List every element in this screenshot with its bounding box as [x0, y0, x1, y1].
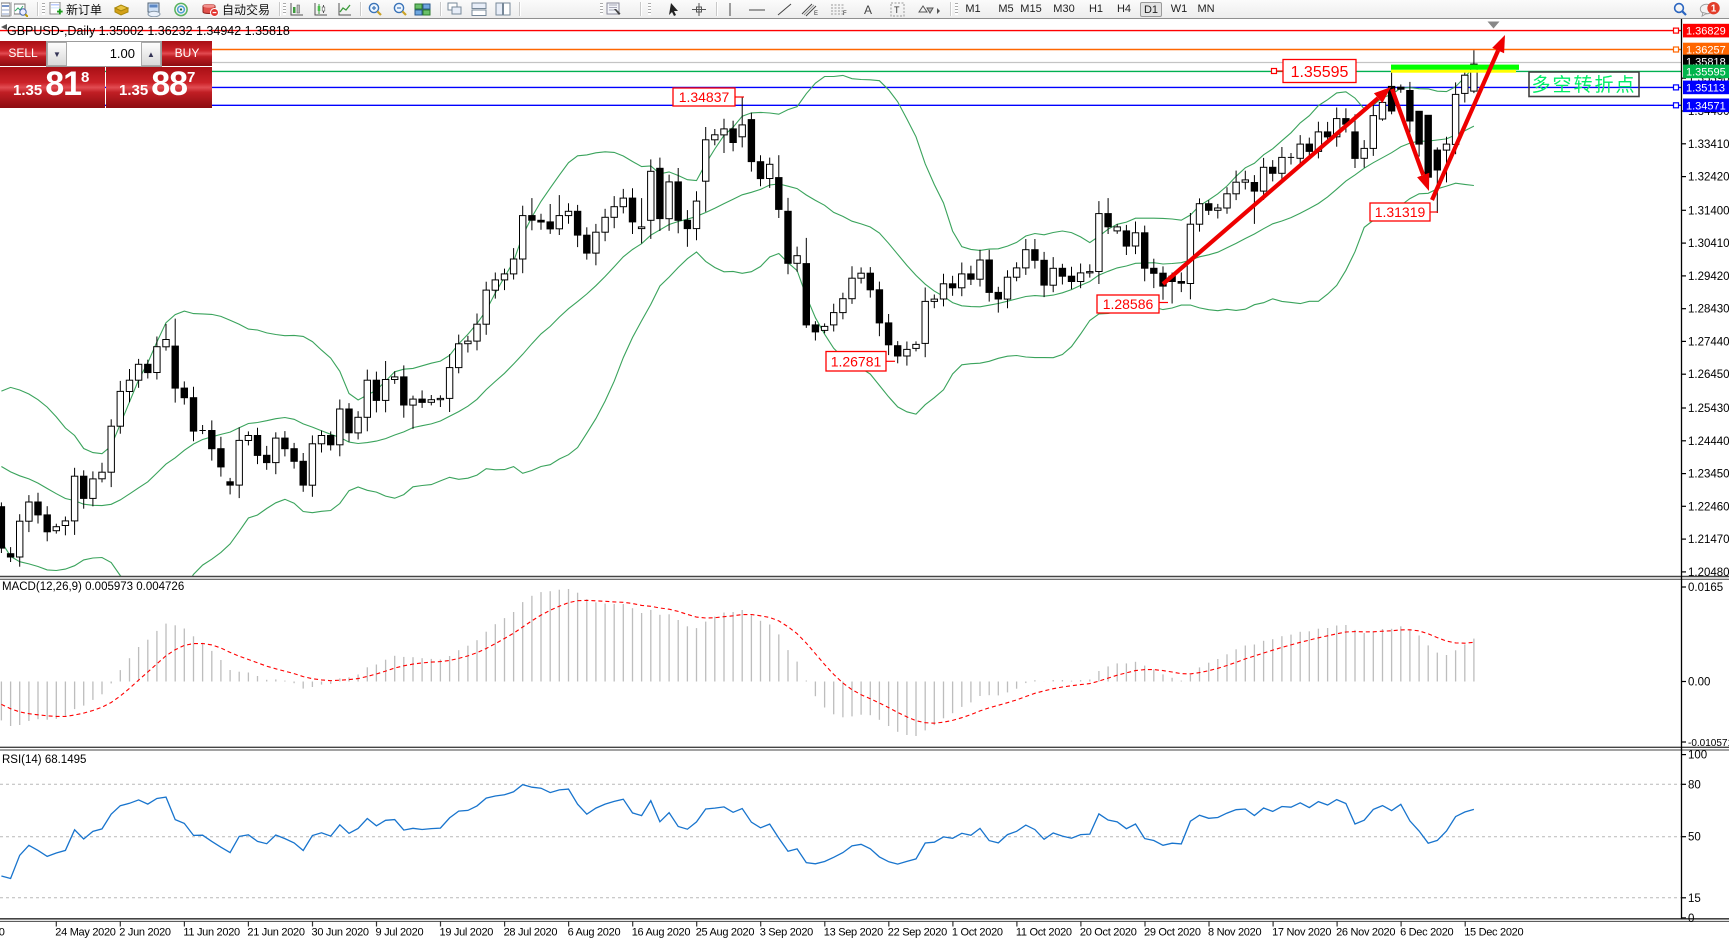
svg-text:15: 15: [1688, 893, 1701, 905]
svg-text:1.26781: 1.26781: [831, 353, 882, 369]
svg-text:RSI(14) 68.1495: RSI(14) 68.1495: [2, 754, 86, 766]
svg-text:1.20480: 1.20480: [1688, 567, 1729, 579]
svg-text:1.34571: 1.34571: [1686, 100, 1726, 112]
svg-text:0.00: 0.00: [1688, 677, 1710, 689]
svg-text:11 Oct 2020: 11 Oct 2020: [1016, 927, 1072, 939]
svg-text:0.0165: 0.0165: [1688, 582, 1723, 594]
svg-text:0: 0: [1688, 913, 1694, 925]
svg-text:1.32420: 1.32420: [1688, 172, 1729, 184]
svg-text:多空转折点: 多空转折点: [1531, 74, 1636, 96]
svg-text:21 Jun 2020: 21 Jun 2020: [247, 927, 304, 939]
svg-text:30 Jun 2020: 30 Jun 2020: [312, 927, 369, 939]
svg-text:E: E: [814, 11, 818, 17]
svg-text:-0.010571: -0.010571: [1688, 738, 1729, 749]
svg-text:16 Aug 2020: 16 Aug 2020: [632, 927, 691, 939]
svg-text:1 Oct 2020: 1 Oct 2020: [952, 927, 1003, 939]
svg-text:17 Nov 2020: 17 Nov 2020: [1272, 927, 1331, 939]
svg-text:29 Oct 2020: 29 Oct 2020: [1144, 927, 1201, 939]
svg-text:1.30410: 1.30410: [1688, 238, 1729, 250]
svg-text:1.25430: 1.25430: [1688, 403, 1729, 415]
svg-text:9 Jul 2020: 9 Jul 2020: [376, 927, 424, 939]
svg-text:13 Sep 2020: 13 Sep 2020: [824, 927, 883, 939]
svg-text:MACD(12,26,9) 0.005973 0.00472: MACD(12,26,9) 0.005973 0.004726: [2, 581, 184, 593]
svg-text:1.34837: 1.34837: [679, 89, 730, 105]
svg-text:1.35595: 1.35595: [1291, 64, 1349, 81]
svg-text:GBPUSD-,Daily 1.35002 1.36232: GBPUSD-,Daily 1.35002 1.36232 1.34942 1.…: [7, 24, 290, 38]
svg-text:1.36257: 1.36257: [1686, 45, 1726, 57]
svg-text:1.31400: 1.31400: [1688, 205, 1729, 217]
svg-text:20 Oct 2020: 20 Oct 2020: [1080, 927, 1137, 939]
svg-text:1: 1: [1711, 4, 1717, 15]
svg-text:1.21470: 1.21470: [1688, 534, 1729, 546]
svg-text:19 Jul 2020: 19 Jul 2020: [440, 927, 494, 939]
svg-text:1.33410: 1.33410: [1688, 139, 1729, 151]
svg-text:80: 80: [1688, 779, 1701, 791]
svg-text:1.35113: 1.35113: [1686, 82, 1725, 94]
svg-text:11 Jun 2020: 11 Jun 2020: [183, 927, 240, 939]
svg-text:1.29420: 1.29420: [1688, 271, 1729, 283]
svg-text:2 Jun 2020: 2 Jun 2020: [119, 927, 171, 939]
svg-text:1.36829: 1.36829: [1686, 26, 1726, 38]
svg-text:1.31319: 1.31319: [1375, 204, 1426, 220]
svg-text:50: 50: [1688, 832, 1701, 844]
svg-text:15 Dec 2020: 15 Dec 2020: [1464, 927, 1523, 939]
svg-text:3 Sep 2020: 3 Sep 2020: [760, 927, 813, 939]
svg-text:25 Aug 2020: 25 Aug 2020: [696, 927, 755, 939]
svg-text:F: F: [843, 11, 847, 17]
svg-text:1.28430: 1.28430: [1688, 304, 1729, 316]
svg-text:1.24440: 1.24440: [1688, 436, 1729, 448]
svg-text:28 Jul 2020: 28 Jul 2020: [504, 927, 558, 939]
svg-text:24 May 2020: 24 May 2020: [55, 927, 115, 939]
svg-text:100: 100: [1688, 750, 1707, 762]
svg-text:T: T: [894, 5, 900, 15]
svg-text:1.35595: 1.35595: [1686, 66, 1726, 78]
svg-text:1.28586: 1.28586: [1103, 296, 1154, 312]
svg-text:1.26450: 1.26450: [1688, 369, 1729, 381]
svg-text:6 Dec 2020: 6 Dec 2020: [1400, 927, 1453, 939]
svg-text:1.22460: 1.22460: [1688, 501, 1729, 513]
svg-text:17 May 2020: 17 May 2020: [0, 927, 5, 939]
svg-text:22 Sep 2020: 22 Sep 2020: [888, 927, 947, 939]
svg-text:1.27440: 1.27440: [1688, 336, 1729, 348]
svg-text:6 Aug 2020: 6 Aug 2020: [568, 927, 621, 939]
svg-text:26 Nov 2020: 26 Nov 2020: [1336, 927, 1395, 939]
svg-text:1.23450: 1.23450: [1688, 469, 1729, 481]
svg-text:8 Nov 2020: 8 Nov 2020: [1208, 927, 1261, 939]
